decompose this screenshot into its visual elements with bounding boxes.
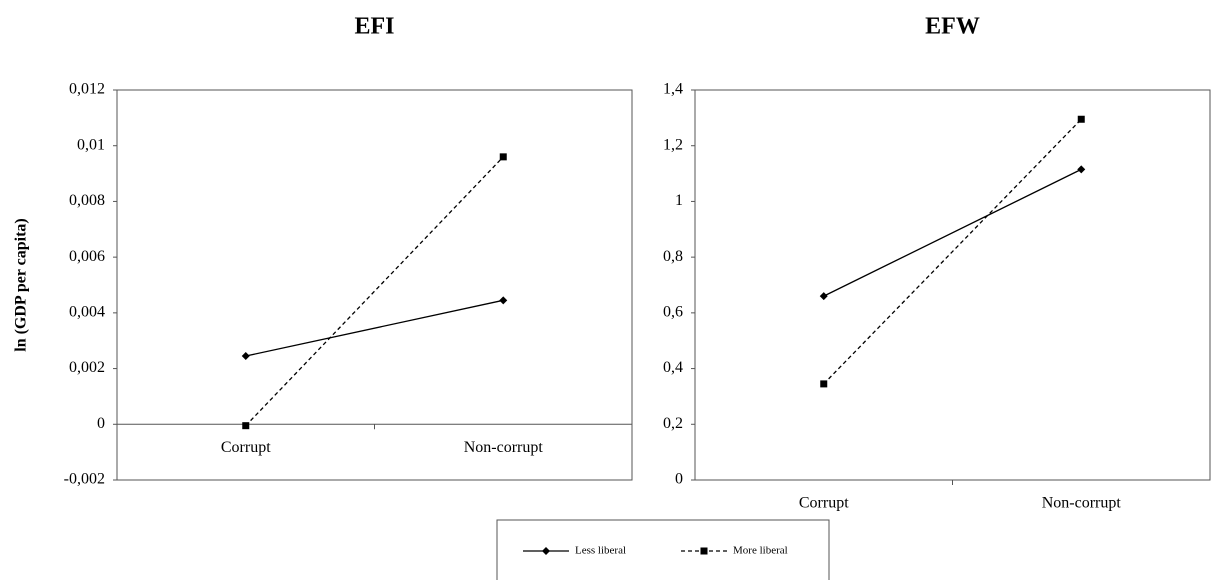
marker (1077, 165, 1086, 174)
x-tick-label: Corrupt (799, 495, 849, 512)
y-tick-label: 0,002 (69, 359, 105, 376)
legend-label: Less liberal (575, 545, 626, 557)
series-line (823, 168, 1082, 297)
marker (241, 352, 250, 361)
y-tick-label: 0,8 (663, 248, 683, 265)
y-tick-label: 0,2 (663, 415, 683, 432)
y-axis-label: ln (GDP per capita) (13, 218, 30, 351)
y-tick-label: 1,4 (663, 81, 683, 98)
y-tick-label: 0 (675, 471, 683, 488)
marker (819, 292, 828, 301)
marker (499, 296, 508, 305)
x-tick-label: Non-corrupt (1042, 495, 1122, 512)
marker (1077, 115, 1085, 123)
plot-frame (116, 89, 633, 481)
legend-marker (700, 547, 708, 555)
y-tick-label: 0 (97, 415, 105, 432)
marker (820, 380, 828, 388)
series-line (823, 118, 1082, 385)
y-tick-label: 0,6 (663, 304, 683, 321)
chart-title: EFW (925, 14, 980, 40)
y-tick-label: 0,012 (69, 81, 105, 98)
y-tick-label: 0,004 (69, 304, 105, 321)
legend-box (496, 519, 830, 580)
y-tick-label: 0,01 (77, 136, 105, 153)
x-tick-label: Corrupt (221, 439, 271, 456)
x-tick-label: Non-corrupt (464, 439, 544, 456)
y-tick-label: 0,006 (69, 248, 105, 265)
marker (499, 153, 507, 161)
y-tick-label: 1 (675, 192, 683, 209)
series-line (245, 156, 504, 427)
series-line (245, 299, 504, 357)
legend-marker (542, 547, 550, 555)
y-tick-label: 0,4 (663, 359, 683, 376)
plot-frame (694, 89, 1211, 481)
chart-title: EFI (354, 14, 394, 40)
y-tick-label: 0,008 (69, 192, 105, 209)
legend-label: More liberal (733, 545, 788, 557)
y-tick-label: -0,002 (64, 471, 105, 488)
y-tick-label: 1,2 (663, 136, 683, 153)
marker (242, 422, 250, 430)
